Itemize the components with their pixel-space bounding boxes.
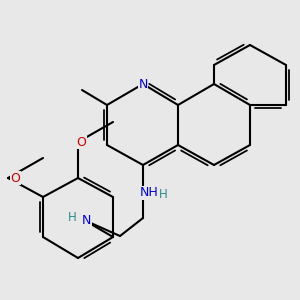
Text: N: N <box>138 77 148 91</box>
Text: H: H <box>68 211 77 224</box>
Text: O: O <box>76 136 86 148</box>
Text: N: N <box>82 214 91 226</box>
Text: H: H <box>159 188 167 201</box>
Text: NH: NH <box>140 187 159 200</box>
Text: O: O <box>11 172 20 184</box>
